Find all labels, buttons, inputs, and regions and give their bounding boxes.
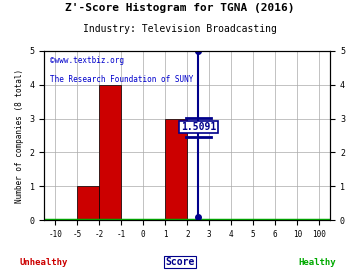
Text: 1.5091: 1.5091 [181,122,216,132]
Text: Industry: Television Broadcasting: Industry: Television Broadcasting [83,24,277,34]
Text: Z'-Score Histogram for TGNA (2016): Z'-Score Histogram for TGNA (2016) [65,3,295,13]
Text: Score: Score [165,257,195,267]
Bar [77,186,99,220]
Text: ©www.textbiz.org: ©www.textbiz.org [50,56,124,65]
Bar [165,119,187,220]
Bar [99,85,121,220]
Y-axis label: Number of companies (8 total): Number of companies (8 total) [15,68,24,202]
Text: Unhealthy: Unhealthy [19,258,67,267]
Text: The Research Foundation of SUNY: The Research Foundation of SUNY [50,75,193,84]
Text: Healthy: Healthy [298,258,336,267]
